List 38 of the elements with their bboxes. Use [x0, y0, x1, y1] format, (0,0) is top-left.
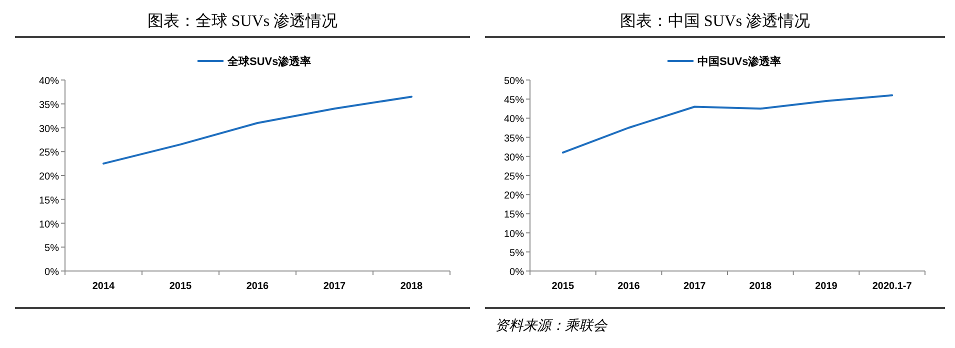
x-tick-label: 2015	[169, 281, 192, 292]
x-tick-label: 2016	[246, 281, 270, 292]
y-tick-label: 30%	[504, 152, 524, 164]
line-series	[562, 94, 894, 154]
x-tick-label: 2017	[683, 281, 706, 292]
legend-label: 全球SUVs渗透率	[226, 55, 312, 68]
y-tick-label: 20%	[38, 172, 60, 182]
y-tick-label: 40%	[38, 76, 60, 87]
chart-title: 图表：中国 SUVs 渗透情况	[620, 12, 810, 30]
y-tick-label: 50%	[504, 76, 524, 87]
y-tick-label: 45%	[504, 95, 524, 106]
y-tick-label: 15%	[38, 195, 60, 206]
x-tick-label: 2016	[618, 281, 640, 292]
x-tick-label: 2014	[92, 281, 116, 292]
x-tick-label: 2018	[749, 281, 772, 292]
y-tick-label: 25%	[504, 172, 524, 182]
y-tick-label: 0%	[510, 267, 524, 278]
x-tick-label: 2018	[400, 281, 424, 292]
y-tick-label: 35%	[504, 133, 524, 144]
y-tick-label: 0%	[44, 267, 60, 278]
x-tick-label: 2019	[815, 281, 838, 292]
y-tick-label: 10%	[504, 228, 524, 240]
line-series	[102, 96, 412, 165]
x-tick-label: 2015	[552, 281, 574, 292]
y-tick-label: 20%	[504, 190, 524, 202]
text: 资料来源：乘联会	[495, 318, 608, 334]
y-tick-label: 40%	[504, 114, 524, 126]
x-tick-label: 2020.1-7	[872, 281, 912, 292]
legend-label: 中国SUVs渗透率	[698, 55, 782, 68]
y-tick-label: 5%	[44, 243, 60, 254]
y-tick-label: 35%	[38, 100, 60, 111]
y-tick-label: 5%	[510, 248, 524, 259]
chart-title: 图表：全球 SUVs 渗透情况	[147, 12, 338, 30]
y-tick-label: 25%	[38, 148, 60, 159]
y-tick-label: 15%	[504, 210, 524, 221]
y-tick-label: 10%	[38, 219, 60, 230]
x-tick-label: 2017	[323, 281, 346, 292]
y-tick-label: 30%	[38, 124, 60, 135]
